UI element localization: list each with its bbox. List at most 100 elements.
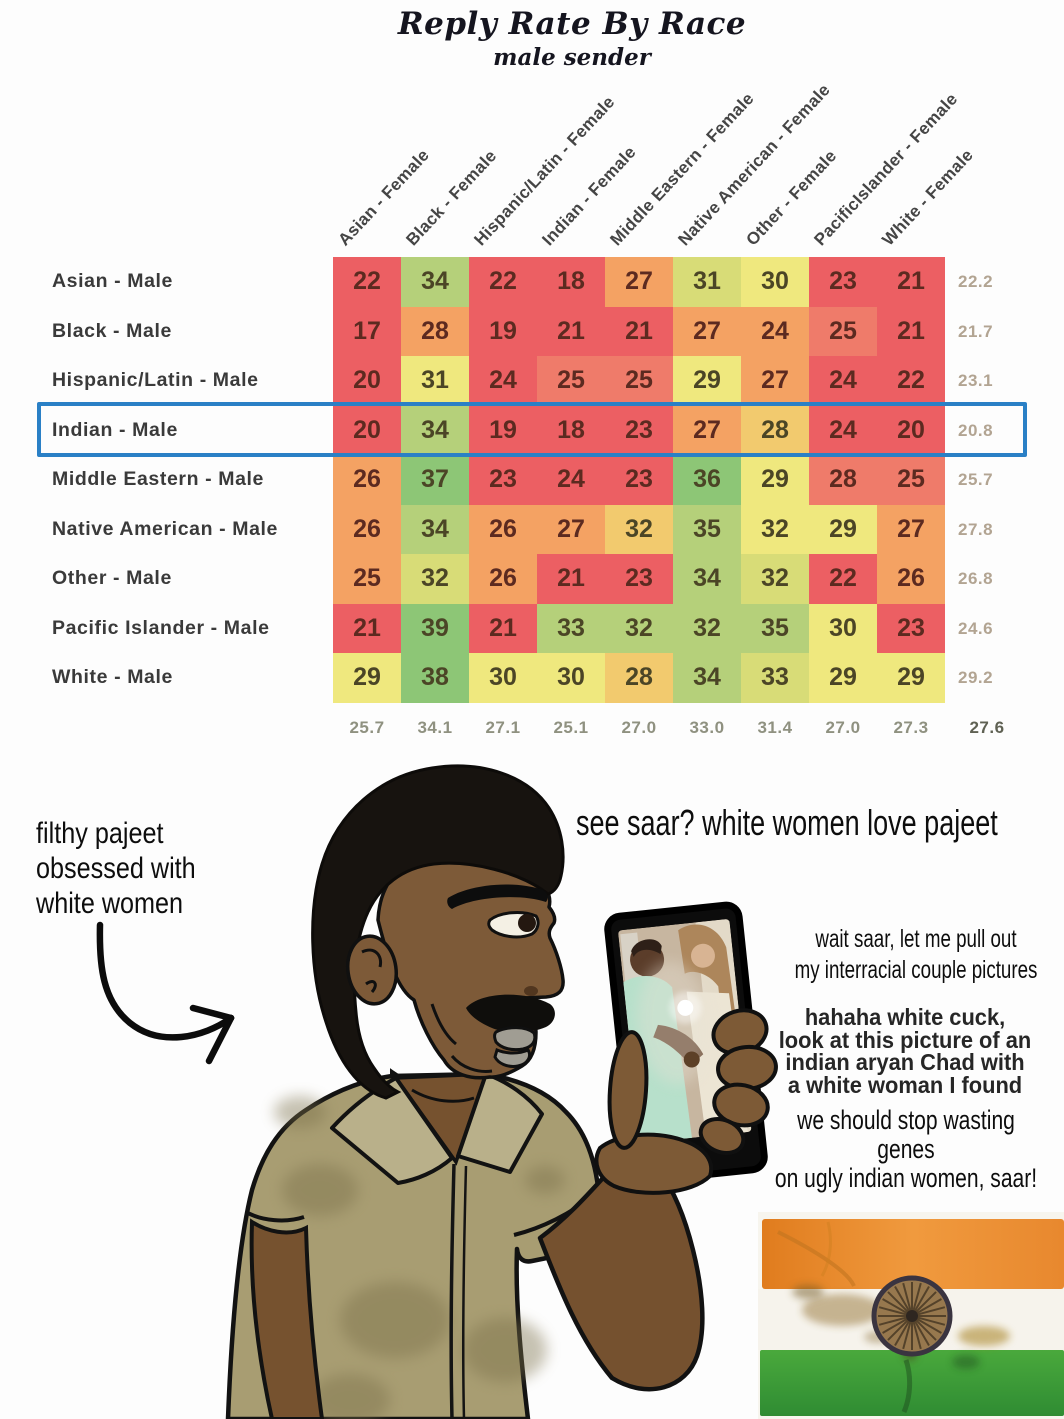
chakra-spoke <box>878 1316 908 1326</box>
caption-wait-saar: wait saar, let me pull out my interracia… <box>781 924 1051 986</box>
column-header: Hispanic/Latin - Female <box>470 92 619 250</box>
heatmap-cell: 27 <box>537 504 605 554</box>
chakra-spoke <box>887 1318 910 1341</box>
heatmap-cell: 27 <box>605 257 673 307</box>
heatmap-cell: 23 <box>809 257 877 307</box>
heatmap-cell: 21 <box>333 603 401 653</box>
caption-filthy-pajeet: filthy pajeet obsessed with white women <box>36 816 226 921</box>
heatmap-cell: 30 <box>741 257 809 307</box>
caption-hahaha-white-cuck: hahaha white cuck, look at this picture … <box>775 1006 1035 1096</box>
face-creases <box>411 1003 493 1103</box>
caption-see-saar: see saar? white women love pajeet <box>576 802 1064 844</box>
heatmap-cell: 28 <box>401 306 469 356</box>
caption-line: look at this picture of an <box>778 1026 1032 1053</box>
caption-line: a white woman I found <box>787 1071 1023 1098</box>
row-label: White - Male <box>52 666 173 688</box>
row-label: Middle Eastern - Male <box>52 468 264 490</box>
heatmap-cell: 32 <box>741 554 809 604</box>
heatmap-cell: 29 <box>333 653 401 703</box>
column-average: 27.0 <box>825 718 861 737</box>
man-ear <box>346 934 398 1006</box>
man-hand <box>594 1008 778 1195</box>
heatmap-cell: 30 <box>469 653 537 703</box>
row-average: 21.7 <box>958 321 994 341</box>
chakra-spoke <box>916 1316 946 1326</box>
heatmap-cell: 19 <box>469 306 537 356</box>
chakra-spoke <box>916 1306 946 1316</box>
man-lips <box>493 1026 537 1068</box>
heatmap-cell: 26 <box>469 554 537 604</box>
row-label: Native American - Male <box>52 517 278 540</box>
heatmap-cell: 28 <box>809 455 877 505</box>
row-average: 22.2 <box>958 272 994 291</box>
caption-stop-wasting-genes: we should stop wasting genes on ugly ind… <box>773 1106 1038 1193</box>
heatmap-cell: 26 <box>469 504 537 554</box>
heatmap-cell: 24 <box>741 306 809 356</box>
caption-line: see saar? white women love pajeet <box>576 802 998 843</box>
heatmap-cell: 34 <box>401 405 469 455</box>
heatmap-cell: 32 <box>741 504 809 554</box>
heatmap-cell: 31 <box>401 356 469 406</box>
heatmap-cell: 28 <box>605 653 673 703</box>
heatmap-cell: 21 <box>877 257 945 307</box>
heatmap-cell: 34 <box>673 653 741 703</box>
chakra-spoke <box>902 1282 912 1312</box>
heatmap-cell: 25 <box>809 306 877 356</box>
heatmap-cell: 27 <box>741 356 809 406</box>
caption-line: white women <box>36 887 184 920</box>
man-head <box>311 764 565 1103</box>
heatmap-cell: 36 <box>673 455 741 505</box>
heatmap-cell: 21 <box>537 554 605 604</box>
column-average: 27.1 <box>485 718 521 737</box>
heatmap-cell: 21 <box>605 306 673 356</box>
india-flag-image <box>758 1212 1064 1419</box>
row-label: Pacific Islander - Male <box>52 616 270 639</box>
chakra-spoke <box>882 1298 909 1315</box>
chakra-spoke <box>913 1286 930 1313</box>
heatmap-cell: 30 <box>809 603 877 653</box>
row-average: 20.8 <box>958 420 994 440</box>
row-label: Black - Male <box>52 319 172 342</box>
man-shirt <box>225 1071 603 1419</box>
heatmap-cell: 29 <box>809 653 877 703</box>
heatmap-cell: 22 <box>877 356 945 406</box>
row-average: 29.2 <box>958 668 994 687</box>
heatmap-cell: 32 <box>605 603 673 653</box>
man-hair <box>311 764 565 1100</box>
row-label: Indian - Male <box>52 418 178 441</box>
column-average: 27.0 <box>621 718 657 737</box>
heatmap-cell: 23 <box>605 455 673 505</box>
heatmap-cell: 21 <box>537 306 605 356</box>
heatmap-cell: 34 <box>401 504 469 554</box>
heatmap-cell: 32 <box>401 554 469 604</box>
heatmap-cell: 26 <box>877 554 945 604</box>
heatmap-cell: 24 <box>537 455 605 505</box>
heatmap-cell: 17 <box>333 306 401 356</box>
heatmap-cell: 37 <box>401 455 469 505</box>
caption-line: indian aryan Chad with <box>785 1049 1025 1075</box>
chakra-spoke <box>915 1298 942 1315</box>
column-average: 33.0 <box>689 718 725 737</box>
heatmap-cell: 25 <box>877 455 945 505</box>
shirt-stains <box>274 1096 565 1419</box>
heatmap-cell: 29 <box>877 653 945 703</box>
man-mustache <box>466 994 555 1033</box>
chakra-spoke <box>894 1286 911 1313</box>
chakra-spoke <box>915 1317 942 1334</box>
heatmap-cell: 26 <box>333 455 401 505</box>
heatmap-cell: 29 <box>741 455 809 505</box>
heatmap-cell: 24 <box>809 356 877 406</box>
heatmap-cell: 20 <box>333 356 401 406</box>
man-eye <box>487 911 540 939</box>
heatmap-cell: 18 <box>537 257 605 307</box>
chakra-spoke <box>887 1291 910 1314</box>
heatmap-cell: 27 <box>877 504 945 554</box>
heatmap-cell: 34 <box>401 257 469 307</box>
caption-line: on ugly indian women, saar! <box>774 1163 1038 1193</box>
man-nostril <box>524 986 538 996</box>
heatmap-cell: 24 <box>809 405 877 455</box>
indian-man-illustration <box>225 764 778 1419</box>
ashoka-chakra-icon <box>871 1275 953 1357</box>
heatmap-cell: 22 <box>809 554 877 604</box>
row-label: Other - Male <box>52 567 172 589</box>
